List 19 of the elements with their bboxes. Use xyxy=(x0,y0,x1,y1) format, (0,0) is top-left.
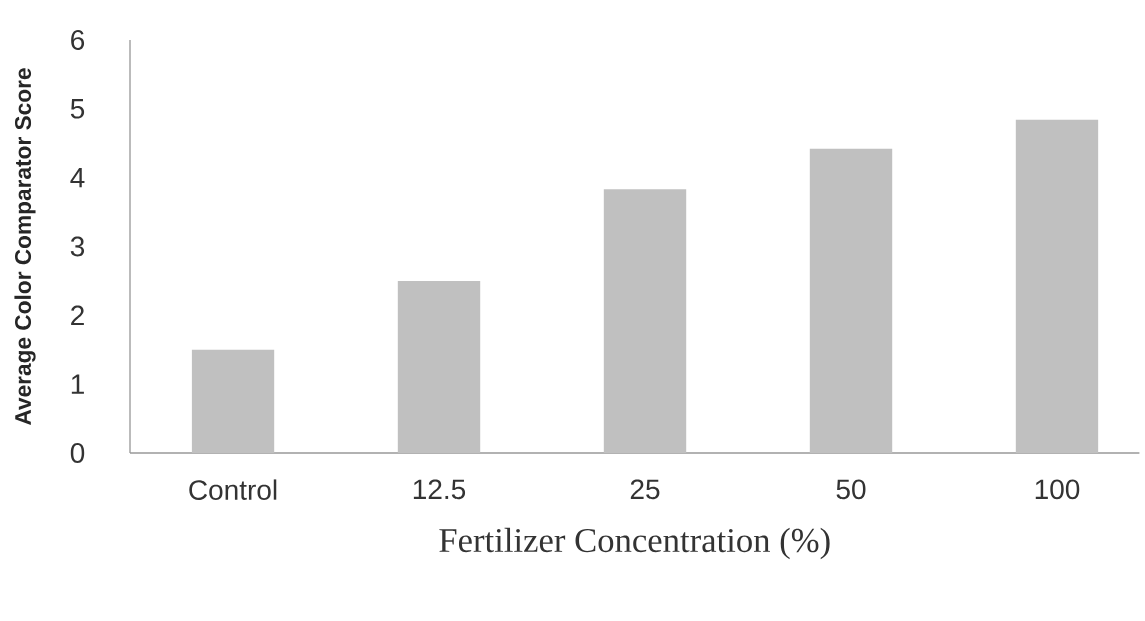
bar xyxy=(191,349,275,453)
x-tick-label: 100 xyxy=(1035,479,1080,500)
bar xyxy=(603,189,687,453)
x-tick-label: 50 xyxy=(836,479,866,500)
x-tick-label: Control xyxy=(189,479,277,500)
y-tick-label: 4 xyxy=(70,168,85,188)
y-tick-label: 5 xyxy=(70,99,85,119)
y-tick-label: 3 xyxy=(70,236,85,257)
x-tick-label: 25 xyxy=(630,479,660,500)
bar xyxy=(397,280,481,453)
y-tick-label: 0 xyxy=(70,443,85,463)
y-tick-label: 6 xyxy=(71,30,85,50)
bar xyxy=(1015,119,1099,453)
y-axis-title: Average Color Comparator Score xyxy=(14,68,36,426)
y-tick-label: 2 xyxy=(71,305,84,326)
y-tick-label: 1 xyxy=(71,374,84,394)
x-tick-label: 12.5 xyxy=(413,479,466,500)
x-axis-title: Fertilizer Concentration (%) xyxy=(439,527,830,560)
bar xyxy=(809,148,893,453)
